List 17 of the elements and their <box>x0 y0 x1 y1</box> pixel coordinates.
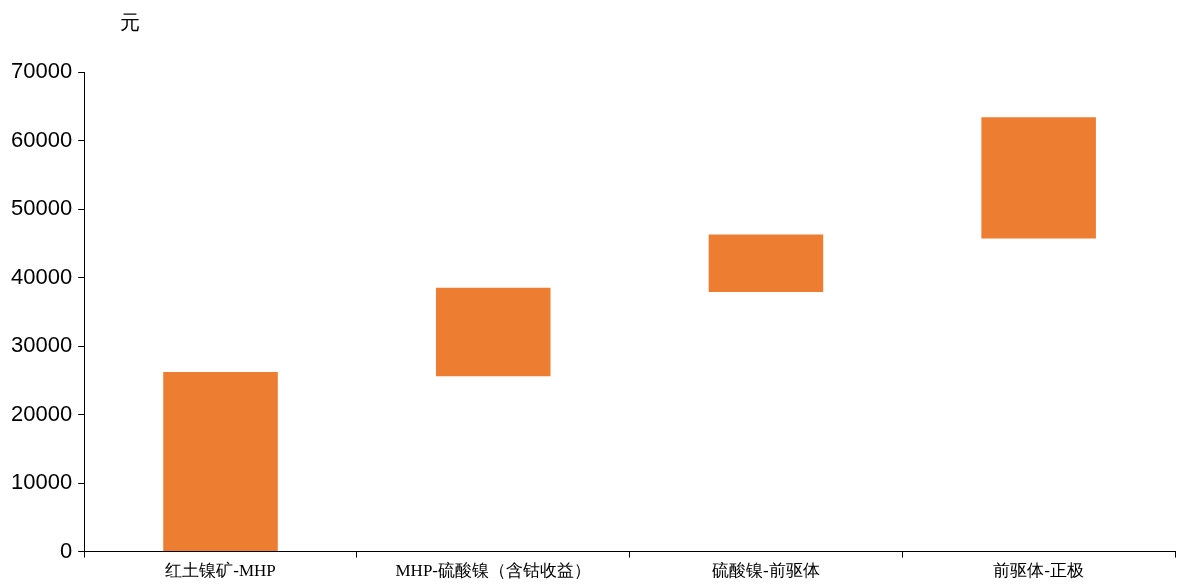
x-tick-label: 前驱体-正极 <box>993 561 1084 581</box>
y-tick-label: 0 <box>59 537 73 563</box>
bar <box>163 372 278 552</box>
y-tick-label: 40000 <box>10 263 73 289</box>
x-tick-label: 硫酸镍-前驱体 <box>712 561 820 581</box>
bar <box>435 287 551 377</box>
y-tick-label: 10000 <box>10 469 73 495</box>
y-tick-label: 20000 <box>10 400 73 426</box>
y-tick-label: 30000 <box>10 332 73 358</box>
y-tick-label: 50000 <box>10 195 73 221</box>
y-tick-label: 70000 <box>10 58 73 84</box>
x-tick-label: MHP-硫酸镍（含钴收益） <box>395 561 591 581</box>
bar <box>708 234 824 292</box>
y-tick-label: 60000 <box>10 126 73 152</box>
y-axis-title: 元 <box>120 11 140 34</box>
bar <box>981 117 1096 239</box>
x-tick-label: 红土镍矿-MHP <box>165 561 276 581</box>
